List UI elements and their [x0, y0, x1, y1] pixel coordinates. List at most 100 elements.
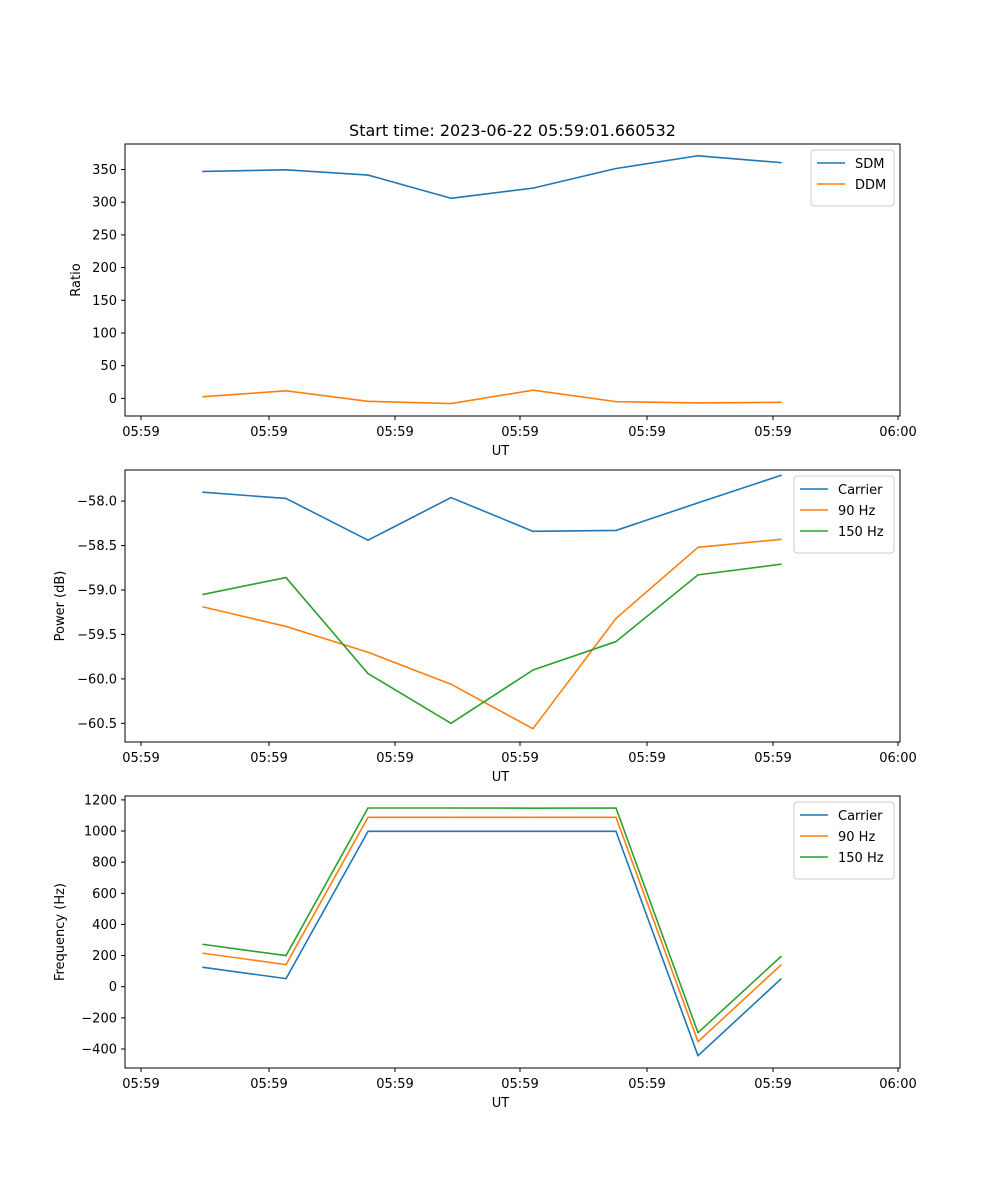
chart-title: Start time: 2023-06-22 05:59:01.660532	[349, 121, 676, 140]
y-tick-label: −400	[81, 1043, 117, 1058]
x-tick-label: 05:59	[250, 425, 287, 440]
y-tick-label: −60.5	[77, 717, 117, 732]
y-tick-label: 100	[92, 326, 117, 341]
data-point	[780, 563, 782, 566]
series-line-ddm	[202, 389, 782, 405]
data-point	[202, 943, 204, 946]
y-tick-label: 400	[92, 918, 117, 933]
chart-panel-1: Start time: 2023-06-22 05:59:01.66053205…	[69, 121, 917, 459]
x-tick-label: 05:59	[628, 751, 665, 766]
data-point	[202, 170, 204, 173]
data-point	[697, 1054, 699, 1057]
x-tick-label: 05:59	[754, 751, 791, 766]
legend-label: 90 Hz	[838, 504, 875, 519]
data-point	[532, 816, 534, 819]
data-point	[780, 964, 782, 966]
chart-panel-2: 05:59 05:59 05:59 05:59 05:59 05:59 06:00 −58.0…	[53, 469, 917, 785]
y-tick-label: −59.0	[77, 584, 117, 599]
data-point	[202, 593, 204, 596]
y-tick-label: 350	[92, 163, 117, 178]
y-tick-label: 1200	[84, 793, 117, 808]
x-tick-label: 05:59	[501, 751, 538, 766]
data-point	[532, 187, 534, 189]
data-point	[532, 807, 534, 809]
x-tick-label: 05:59	[376, 751, 413, 766]
data-point	[780, 538, 782, 541]
chart-panel-3: 05:59 05:59 05:59 05:59 05:59 05:59 06:00 −400 −…	[53, 793, 917, 1111]
data-point	[532, 530, 534, 533]
x-tick-label: 05:59	[501, 425, 538, 440]
data-point	[367, 400, 369, 403]
data-point	[285, 625, 287, 628]
legend-label: 150 Hz	[838, 525, 884, 540]
y-tick-label: 200	[92, 261, 117, 276]
series-line-90-hz	[202, 538, 782, 730]
data-point	[450, 402, 452, 405]
data-point	[450, 816, 452, 819]
series-line-sdm	[202, 154, 782, 200]
y-tick-label: −200	[81, 1011, 117, 1026]
data-point	[615, 617, 617, 620]
y-axis-label: Frequency (Hz)	[53, 883, 68, 981]
data-point	[615, 830, 617, 833]
data-point	[780, 401, 782, 404]
series-line-carrier	[202, 474, 782, 542]
x-tick-label: 05:59	[628, 425, 665, 440]
data-point	[367, 174, 369, 176]
legend-label: Carrier	[838, 483, 883, 498]
legend-box	[810, 149, 895, 207]
legend: Carrier 90 Hz 150 Hz	[793, 475, 895, 554]
legend-box	[793, 475, 895, 554]
data-point	[780, 474, 782, 477]
data-point	[532, 669, 534, 671]
legend-label: 90 Hz	[838, 830, 875, 845]
y-tick-label: 300	[92, 196, 117, 211]
x-tick-label: 05:59	[628, 1077, 665, 1092]
y-tick-label: 150	[92, 294, 117, 309]
y-tick-label: −58.5	[77, 539, 117, 554]
legend-label: DDM	[855, 178, 886, 193]
data-point	[202, 395, 204, 398]
y-axis-label: Power (dB)	[53, 571, 68, 642]
data-point	[615, 529, 617, 532]
data-point	[450, 496, 452, 499]
x-tick-label: 06:00	[879, 1077, 916, 1092]
data-point	[697, 1040, 699, 1043]
x-axis-label: UT	[492, 1096, 510, 1111]
data-point	[367, 830, 369, 833]
x-tick-label: 05:59	[122, 1077, 159, 1092]
data-point	[697, 1031, 699, 1034]
plot-frame	[124, 795, 901, 1069]
legend-label: Carrier	[838, 809, 883, 824]
series-line-150-hz	[202, 807, 782, 1034]
data-point	[697, 546, 699, 549]
data-point	[532, 389, 534, 391]
data-point	[697, 502, 699, 504]
legend-label: 150 Hz	[838, 851, 884, 866]
plot-frame	[124, 143, 901, 417]
data-point	[615, 167, 617, 170]
series-line-90-hz	[202, 816, 782, 1043]
y-tick-label: 800	[92, 856, 117, 871]
data-point	[532, 830, 534, 833]
x-tick-label: 05:59	[250, 1077, 287, 1092]
x-tick-label: 06:00	[879, 751, 916, 766]
x-tick-label: 05:59	[376, 425, 413, 440]
y-tick-label: −58.0	[77, 495, 117, 510]
data-point	[780, 161, 782, 164]
y-tick-label: 0	[109, 392, 117, 407]
y-axis-label: Ratio	[69, 263, 84, 296]
x-axis-label: UT	[492, 444, 510, 459]
data-point	[450, 683, 452, 686]
data-point	[615, 400, 617, 403]
legend-label: SDM	[855, 157, 884, 172]
data-point	[367, 539, 369, 542]
data-point	[780, 978, 782, 980]
y-tick-label: 0	[109, 980, 117, 995]
data-point	[285, 497, 287, 500]
data-point	[367, 672, 369, 675]
data-point	[285, 963, 287, 966]
data-point	[202, 491, 204, 494]
y-tick-label: 50	[100, 359, 117, 374]
